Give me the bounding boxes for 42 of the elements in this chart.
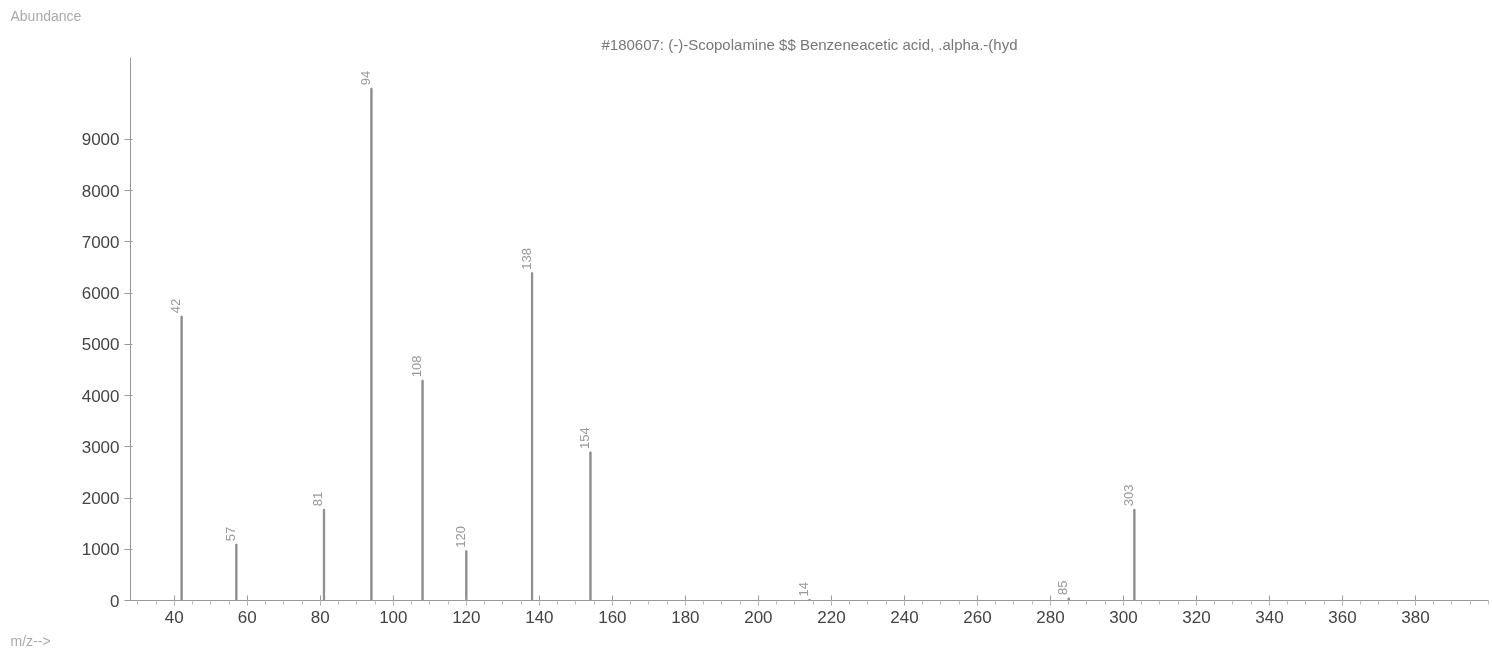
y-tick-label: 8000 bbox=[81, 181, 120, 201]
y-tick-label: 6000 bbox=[81, 284, 120, 304]
y-tick-label: 4000 bbox=[81, 386, 120, 406]
x-tick-label: 240 bbox=[890, 607, 919, 627]
annotation: 120 bbox=[452, 526, 468, 548]
x-tick-label: 80 bbox=[310, 607, 330, 627]
x-tick-label: 280 bbox=[1036, 607, 1065, 627]
x-tick-label: 140 bbox=[525, 607, 554, 627]
x-tick-label: 380 bbox=[1401, 607, 1430, 627]
y-tick-label: 1000 bbox=[81, 540, 120, 560]
x-tick-label: 120 bbox=[452, 607, 481, 627]
annotation: 138 bbox=[518, 247, 534, 270]
annotation: 94 bbox=[357, 70, 373, 86]
annotation: 81 bbox=[310, 491, 326, 507]
chart-title: #180607: (-)-Scopolamine $$ Benzeneacetic acid, .alpha.-(hyd bbox=[601, 35, 1018, 53]
y-tick-label: 0 bbox=[110, 591, 120, 611]
x-tick-label: 160 bbox=[598, 607, 627, 627]
x-axis-title: m/z--> bbox=[10, 632, 51, 649]
y-tick-label: 7000 bbox=[81, 232, 120, 252]
x-tick-label: 260 bbox=[963, 607, 992, 627]
x-tick-label: 60 bbox=[237, 607, 257, 627]
annotation: 14 bbox=[796, 582, 811, 597]
annotation: 57 bbox=[222, 526, 238, 542]
x-tick-label: 320 bbox=[1182, 607, 1211, 627]
annotation: 85 bbox=[1055, 580, 1071, 595]
x-tick-label: 40 bbox=[164, 607, 184, 627]
x-tick-label: 300 bbox=[1109, 607, 1138, 627]
x-tick-label: 220 bbox=[817, 607, 846, 627]
y-tick-label: 3000 bbox=[81, 437, 120, 457]
y-tick-label: 5000 bbox=[81, 335, 120, 355]
y-tick-label: 9000 bbox=[81, 130, 120, 150]
annotation: 303 bbox=[1120, 484, 1136, 507]
y-tick-label: 2000 bbox=[81, 489, 120, 509]
x-tick-label: 340 bbox=[1255, 607, 1284, 627]
x-tick-label: 180 bbox=[671, 607, 700, 627]
annotation: 154 bbox=[576, 427, 592, 449]
annotation: 108 bbox=[409, 355, 425, 378]
x-tick-label: 360 bbox=[1328, 607, 1357, 627]
annotation: 42 bbox=[168, 298, 184, 314]
x-tick-label: 100 bbox=[379, 607, 408, 627]
x-tick-label: 200 bbox=[744, 607, 773, 627]
y-axis-title: Abundance bbox=[10, 7, 82, 24]
